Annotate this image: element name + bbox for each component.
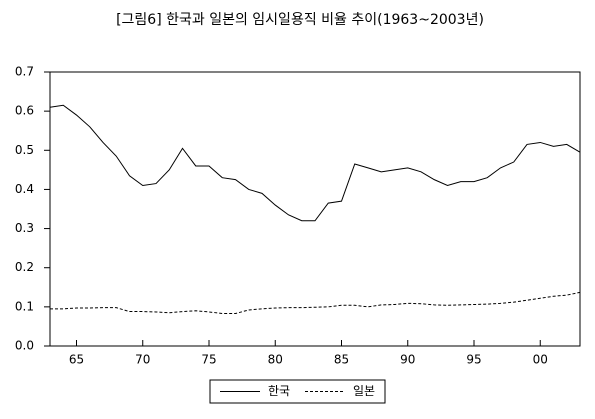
legend-label: 한국 — [268, 384, 290, 398]
y-tick-label: 0.5 — [15, 143, 34, 157]
x-tick-label: 00 — [533, 353, 548, 367]
legend-box — [209, 379, 386, 404]
x-tick-label: 80 — [268, 353, 283, 367]
y-tick-label: 0.7 — [15, 65, 34, 79]
series-line — [49, 104, 581, 222]
x-tick-label: 75 — [201, 353, 216, 367]
x-tick-label: 85 — [334, 353, 349, 367]
y-tick-label: 0.3 — [15, 221, 34, 235]
y-tick-label: 0.0 — [15, 339, 34, 353]
x-tick-label: 65 — [69, 353, 84, 367]
plot-frame — [49, 71, 581, 347]
x-tick-label: 70 — [135, 353, 150, 367]
chart-title: [그림6] 한국과 일본의 임시일용직 비율 추이(1963~2003년) — [116, 12, 484, 28]
x-tick-label: 90 — [400, 353, 415, 367]
y-tick-label: 0.6 — [15, 104, 34, 118]
legend-label: 일본 — [353, 384, 375, 398]
series-line — [50, 291, 581, 315]
y-tick-label: 0.1 — [15, 299, 34, 313]
y-tick-label: 0.4 — [15, 182, 34, 196]
y-tick-label: 0.2 — [15, 260, 34, 274]
x-tick-label: 95 — [466, 353, 481, 367]
